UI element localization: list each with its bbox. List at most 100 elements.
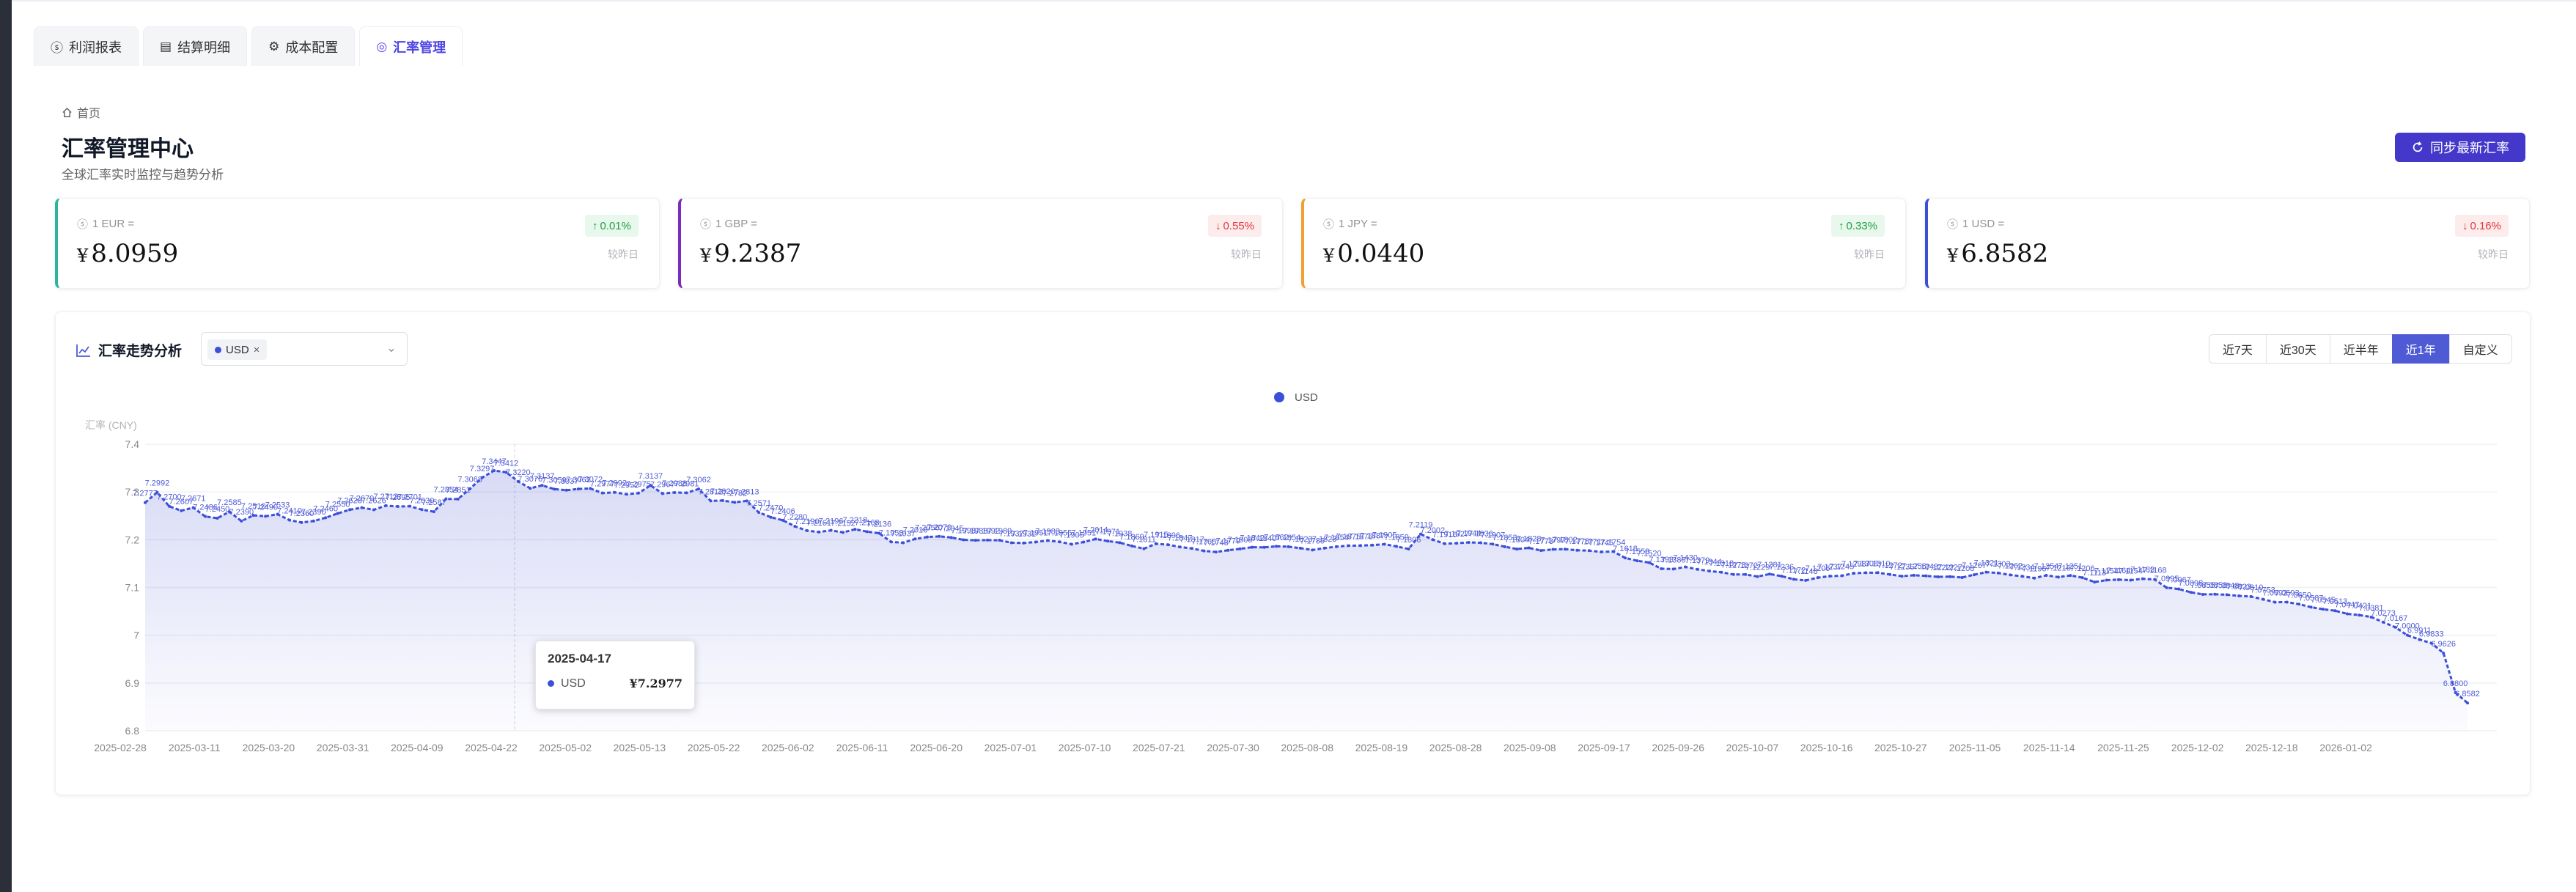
data-point [408,504,412,508]
rate-number: 6.8582 [1961,239,2049,268]
data-label: 7.1206 [1806,564,1830,573]
range-custom[interactable]: 自定义 [2448,334,2512,364]
data-label: 7.1905 [1059,531,1084,540]
rate-card-eur: ⓢ 1 EUR = ¥8.0959 ↑ 0.01% 较昨日 [55,198,660,289]
data-point [2033,576,2036,580]
dollar-circle-icon: ⓢ [700,218,712,231]
tab-settlement-details[interactable]: ▤ 结算明细 [143,26,248,66]
data-point [564,488,568,492]
data-point [913,537,917,541]
data-point [1166,543,1170,547]
data-point [1756,575,1759,578]
data-point [1347,544,1350,548]
data-label: 7.1745 [1589,539,1613,548]
x-tick-label: 2025-03-31 [317,742,369,753]
tab-exchange-rate[interactable]: ◎ 汇率管理 [359,26,463,66]
data-point [649,484,652,487]
data-point [300,520,303,524]
data-label: 7.1938 [1108,529,1133,538]
range-half-year[interactable]: 近半年 [2329,334,2393,364]
data-label: 7.1823 [1312,535,1337,544]
data-point [468,487,472,490]
currency-select[interactable]: USD × ⌄ [201,332,408,366]
x-tick-label: 2025-04-22 [465,742,518,753]
sync-rates-button[interactable]: 同步最新汇率 [2395,133,2525,162]
data-label: 7.2406 [770,507,795,516]
breadcrumb-home[interactable]: 首页 [77,108,101,120]
data-label: 7.3062 [566,476,591,484]
data-label: 7.1983 [1035,527,1060,536]
x-tick-label: 2025-03-20 [243,742,295,753]
data-point [1022,541,1026,545]
data-label: 7.2460 [313,504,338,513]
data-point [1732,572,1735,576]
range-1y[interactable]: 近1年 [2391,334,2450,364]
range-7d[interactable]: 近7天 [2209,334,2267,364]
arrow-up-icon: ↑ [592,219,598,232]
chevron-down-icon[interactable]: ⌄ [386,341,397,355]
data-label: 7.0810 [2239,583,2264,592]
data-point [660,492,664,495]
data-point [312,519,315,523]
tab-cost-config[interactable]: ⚙ 成本配置 [251,26,356,66]
tab-profit-report[interactable]: ⓢ 利润报表 [34,26,139,66]
data-point [1251,545,1254,549]
data-label: 7.2701 [397,493,422,502]
close-icon[interactable]: × [253,343,260,356]
data-point [1298,546,1302,550]
currency-label: 1 JPY = [1339,218,1377,230]
arrow-down-icon: ↓ [1215,219,1221,232]
data-point [240,519,243,523]
data-point [2418,638,2421,641]
data-point [1274,545,1278,548]
data-label: 7.1558 [1625,548,1650,556]
data-point [1767,572,1771,576]
data-point [2333,609,2337,613]
range-30d[interactable]: 近30天 [2265,334,2330,364]
data-point [1431,538,1435,542]
data-label: 7.0381 [2359,604,2384,613]
change-badge: ↓ 0.16% [2454,215,2509,237]
data-point [1792,578,1795,581]
data-point [1262,545,1266,549]
x-tick-label: 2025-09-08 [1504,742,1556,753]
data-label: 7.2967 [650,480,675,489]
data-label: 7.3072 [578,475,603,484]
rate-card-label: ⓢ 1 JPY = [1323,216,1377,232]
data-point [1647,561,1651,564]
x-tick-label: 2025-07-10 [1059,742,1111,753]
data-label: 7.2161 [806,519,831,528]
data-label: 7.2777 [133,490,158,498]
data-point [998,539,1001,542]
data-label: 7.2587 [422,498,446,507]
data-label: 7.0513 [2323,597,2348,606]
data-label: 7.1113 [2083,569,2106,578]
data-label: 7.2550 [325,500,350,509]
data-point [516,479,520,483]
data-point [1034,540,1037,544]
data-point [251,514,255,517]
data-label: 7.3076 [518,475,542,484]
series-dot [215,346,221,353]
data-point [636,491,640,495]
data-label: 7.1229 [1745,564,1770,572]
data-point [757,511,761,515]
data-point [2466,701,2469,705]
data-point [2358,613,2361,617]
x-tick-label: 2025-06-20 [910,742,963,753]
data-label: 7.2533 [265,501,290,510]
data-point [372,508,375,512]
data-label: 7.0167 [2383,614,2408,623]
legend-label: USD [1295,391,1318,404]
data-label: 7.2014 [1083,526,1108,534]
data-point [480,476,484,479]
rate-card-label: ⓢ 1 EUR = [77,216,134,232]
data-point [396,505,400,509]
data-label: 7.2168 [855,518,880,527]
data-point [1142,547,1146,550]
y-tick-label: 6.9 [125,677,140,689]
tooltip-value: ¥7.2977 [629,677,682,690]
rate-card-usd: ⓢ 1 USD = ¥6.8582 ↓ 0.16% 较昨日 [1925,198,2530,289]
data-label: 7.1992 [975,527,1000,536]
data-point [949,536,953,539]
